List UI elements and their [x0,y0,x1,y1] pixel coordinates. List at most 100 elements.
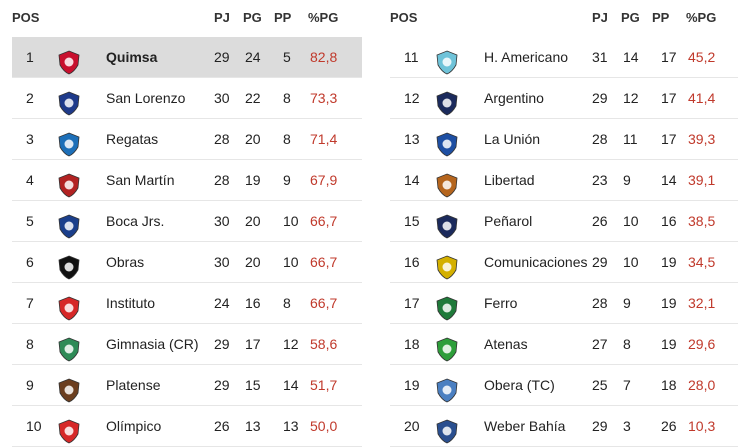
team-name: Comunicaciones [484,254,588,270]
lost-cell: 14 [661,172,677,188]
won-cell: 7 [623,377,631,393]
team-logo-icon [56,90,82,116]
win-pct-cell: 73,3 [310,90,338,106]
position-cell: 13 [404,131,420,147]
team-logo-icon [56,295,82,321]
team-logo-icon [434,131,460,157]
table-row[interactable]: 16 Comunicaciones 29 10 19 34,5 [390,242,738,283]
position-cell: 16 [404,254,420,270]
position-cell: 14 [404,172,420,188]
team-name: Peñarol [484,213,533,229]
played-cell: 25 [592,377,608,393]
won-cell: 20 [245,254,261,270]
played-cell: 30 [214,213,230,229]
win-pct-cell: 82,8 [310,49,338,65]
header-pg: PG [621,10,640,25]
team-name: San Martín [106,172,175,188]
table-row[interactable]: 18 Atenas 27 8 19 29,6 [390,324,738,365]
position-cell: 17 [404,295,420,311]
win-pct-cell: 71,4 [310,131,338,147]
won-cell: 20 [245,131,261,147]
win-pct-cell: 38,5 [688,213,716,229]
team-logo-icon [434,295,460,321]
won-cell: 10 [623,213,639,229]
position-cell: 1 [26,49,34,65]
team-name: Argentino [484,90,544,106]
lost-cell: 12 [283,336,299,352]
win-pct-cell: 45,2 [688,49,716,65]
win-pct-cell: 66,7 [310,213,338,229]
team-name: Libertad [484,172,535,188]
team-name: Olímpico [106,418,162,434]
table-row[interactable]: 11 H. Americano 31 14 17 45,2 [390,37,738,78]
table-row[interactable]: 19 Obera (TC) 25 7 18 28,0 [390,365,738,406]
team-name: Platense [106,377,161,393]
team-logo-icon [56,336,82,362]
team-name: Instituto [106,295,156,311]
position-cell: 2 [26,90,34,106]
team-logo-icon [56,254,82,280]
table-row[interactable]: 17 Ferro 28 9 19 32,1 [390,283,738,324]
table-row[interactable]: 7 Instituto 24 16 8 66,7 [12,283,362,324]
win-pct-cell: 39,3 [688,131,716,147]
team-name: Weber Bahía [484,418,566,434]
won-cell: 9 [623,172,631,188]
won-cell: 20 [245,213,261,229]
team-logo-icon [434,377,460,403]
team-logo-icon [434,90,460,116]
table-row[interactable]: 10 Olímpico 26 13 13 50,0 [12,406,362,447]
win-pct-cell: 10,3 [688,418,716,434]
table-row[interactable]: 8 Gimnasia (CR) 29 17 12 58,6 [12,324,362,365]
team-name: La Unión [484,131,541,147]
played-cell: 31 [592,49,608,65]
lost-cell: 17 [661,49,677,65]
table-row[interactable]: 12 Argentino 29 12 17 41,4 [390,78,738,119]
table-row[interactable]: 5 Boca Jrs. 30 20 10 66,7 [12,201,362,242]
table-row[interactable]: 15 Peñarol 26 10 16 38,5 [390,201,738,242]
team-logo-icon [56,49,82,75]
table-row[interactable]: 1 Quimsa 29 24 5 82,8 [12,37,362,78]
lost-cell: 19 [661,336,677,352]
won-cell: 19 [245,172,261,188]
table-row[interactable]: 3 Regatas 28 20 8 71,4 [12,119,362,160]
win-pct-cell: 39,1 [688,172,716,188]
won-cell: 8 [623,336,631,352]
lost-cell: 8 [283,131,291,147]
won-cell: 16 [245,295,261,311]
position-cell: 10 [26,418,42,434]
played-cell: 30 [214,254,230,270]
table-row[interactable]: 20 Weber Bahía 29 3 26 10,3 [390,406,738,447]
table-row[interactable]: 2 San Lorenzo 30 22 8 73,3 [12,78,362,119]
win-pct-cell: 58,6 [310,336,338,352]
team-logo-icon [434,336,460,362]
team-name: Regatas [106,131,159,147]
team-name: San Lorenzo [106,90,186,106]
position-cell: 3 [26,131,34,147]
team-name: Obera (TC) [484,377,555,393]
win-pct-cell: 67,9 [310,172,338,188]
header-pos: POS [390,10,418,25]
table-row[interactable]: 9 Platense 29 15 14 51,7 [12,365,362,406]
team-name: Atenas [484,336,528,352]
header-pos: POS [12,10,40,25]
team-logo-icon [56,172,82,198]
played-cell: 30 [214,90,230,106]
won-cell: 24 [245,49,261,65]
played-cell: 28 [592,295,608,311]
team-name: H. Americano [484,49,569,65]
table-row[interactable]: 14 Libertad 23 9 14 39,1 [390,160,738,201]
won-cell: 15 [245,377,261,393]
table-row[interactable]: 4 San Martín 28 19 9 67,9 [12,160,362,201]
standings-table-right: POS PJ PG PP %PG 11 H. Americano 31 14 17 45,… [390,0,738,447]
header-pp: PP [652,10,670,25]
win-pct-cell: 29,6 [688,336,716,352]
win-pct-cell: 28,0 [688,377,716,393]
table-row[interactable]: 6 Obras 30 20 10 66,7 [12,242,362,283]
team-name: Obras [106,254,145,270]
lost-cell: 16 [661,213,677,229]
team-name: Quimsa [106,49,158,65]
team-logo-icon [434,49,460,75]
table-row[interactable]: 13 La Unión 28 11 17 39,3 [390,119,738,160]
win-pct-cell: 32,1 [688,295,716,311]
win-pct-cell: 66,7 [310,295,338,311]
